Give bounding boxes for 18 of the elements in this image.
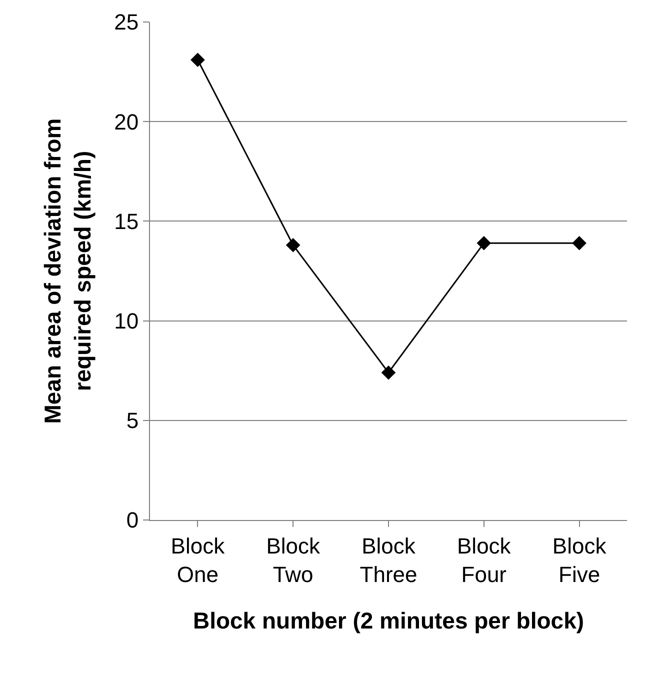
y-axis-title: Mean area of deviation from required speed (km/h) [40, 118, 96, 424]
x-tick-label: Block Two [266, 533, 321, 587]
y-tick-label: 10 [114, 308, 139, 334]
point [476, 236, 492, 250]
point [190, 52, 205, 67]
y-tick-label: 20 [114, 109, 139, 134]
y-tick-label: 0 [126, 508, 139, 533]
y-tick-label: 25 [114, 10, 139, 35]
x-tick-label: Block Five [552, 533, 608, 587]
x-tick-label: Block One [170, 533, 226, 587]
x-tick-label: Block Four [457, 533, 512, 587]
point [381, 365, 396, 380]
x-axis-title: Block number (2 minutes per block) [192, 608, 584, 634]
point [572, 236, 586, 250]
x-tick-label: Block Three [360, 533, 418, 587]
point [286, 238, 300, 252]
y-tick-label: 15 [114, 208, 139, 234]
y-tick-label: 5 [126, 408, 139, 434]
